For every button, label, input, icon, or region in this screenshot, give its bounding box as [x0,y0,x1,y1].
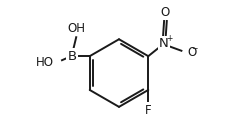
Text: N: N [159,38,169,51]
Text: HO: HO [36,56,54,69]
Text: F: F [145,104,152,117]
Text: B: B [68,50,77,63]
Text: OH: OH [67,22,85,35]
Text: −: − [191,45,197,54]
Text: +: + [166,34,172,43]
Text: O: O [161,6,170,19]
Text: O: O [188,46,197,59]
